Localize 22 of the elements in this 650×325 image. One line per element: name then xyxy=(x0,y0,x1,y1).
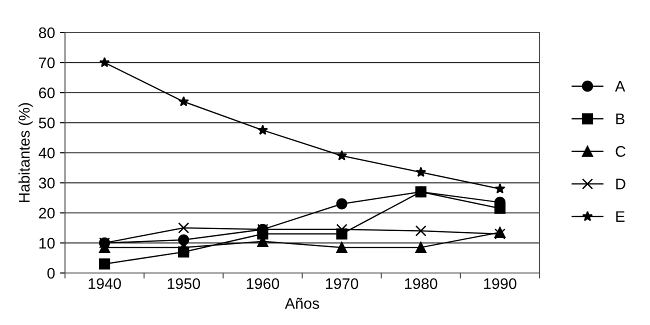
legend-label: B xyxy=(616,114,624,124)
y-tick-label: 40 xyxy=(38,148,55,158)
y-axis-title: Habitantes (%) xyxy=(18,103,33,202)
legend-label: A xyxy=(615,81,626,92)
y-tick-label: 0 xyxy=(47,268,55,279)
y-tick-label: 30 xyxy=(38,178,55,188)
legend-label: C xyxy=(616,146,626,157)
y-tick-label: 60 xyxy=(39,87,55,98)
x-tick-label: 1960 xyxy=(246,278,280,290)
legend-label: E xyxy=(616,211,625,222)
y-tick-label: 70 xyxy=(39,57,55,68)
x-tick-label: 1990 xyxy=(484,278,516,290)
x-tick-label: 1980 xyxy=(405,278,438,290)
x-axis-title: Años xyxy=(284,298,320,309)
x-tick-label: 1950 xyxy=(168,278,200,290)
y-tick-label: 80 xyxy=(38,27,55,38)
x-tick-label: 1970 xyxy=(326,278,358,290)
x-tick-label: 1940 xyxy=(88,278,121,290)
y-tick-label: 50 xyxy=(38,118,55,128)
legend-label: D xyxy=(616,178,626,190)
y-tick-label: 10 xyxy=(39,238,55,249)
y-tick-label: 20 xyxy=(39,208,55,219)
